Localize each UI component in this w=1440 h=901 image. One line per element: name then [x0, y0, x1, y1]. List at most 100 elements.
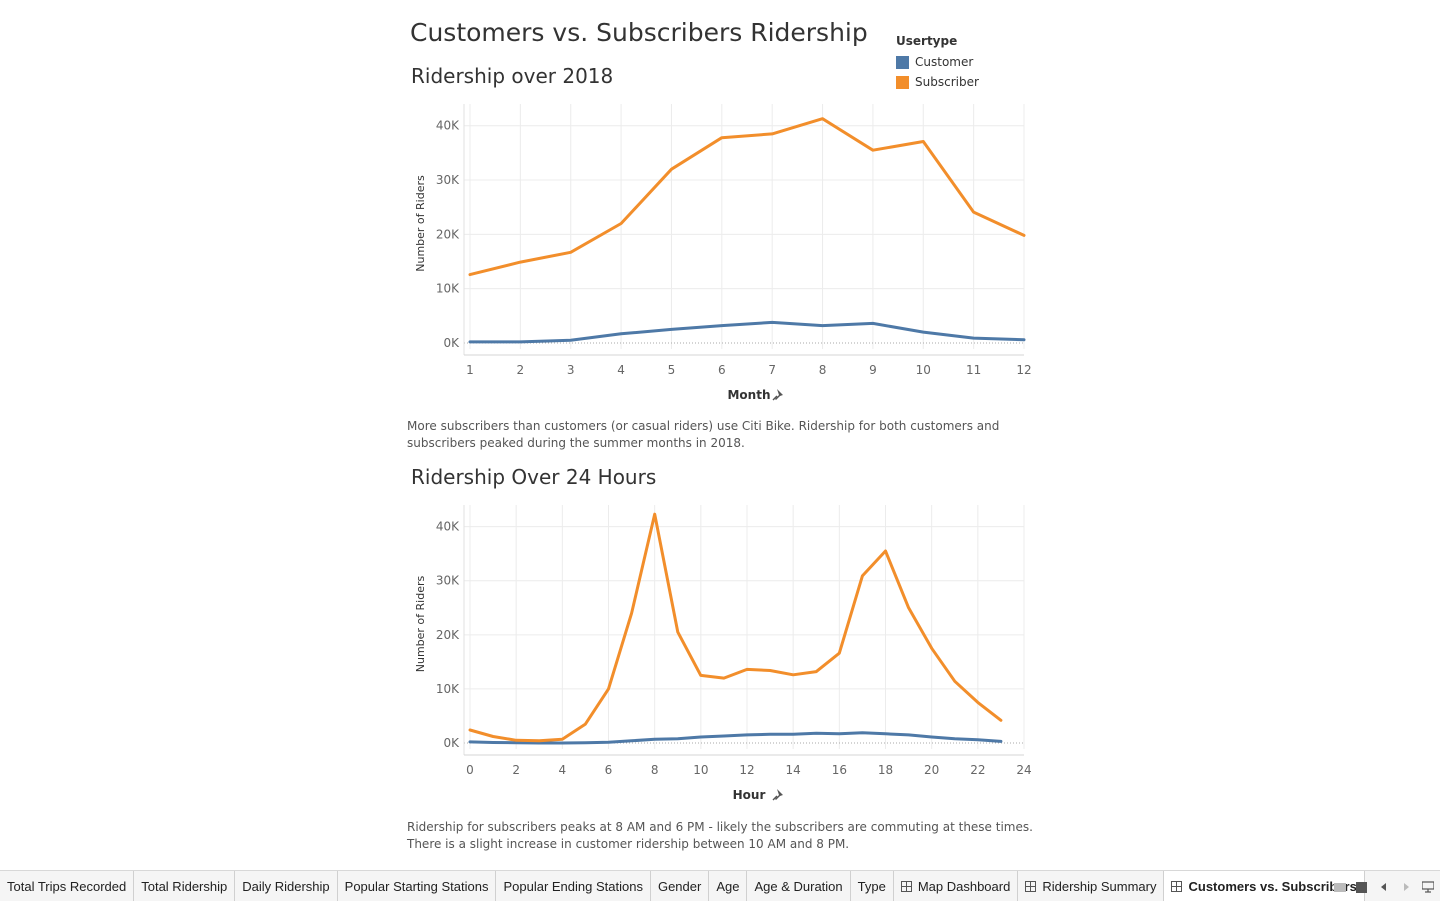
data-point-customer[interactable]: [919, 328, 927, 336]
data-point-customer[interactable]: [567, 336, 575, 344]
data-point-subscriber[interactable]: [651, 510, 659, 518]
data-point-subscriber[interactable]: [535, 737, 543, 745]
data-point-subscriber[interactable]: [489, 733, 497, 741]
data-point-subscriber[interactable]: [466, 726, 474, 734]
tab-popular-starting-stations[interactable]: Popular Starting Stations: [338, 871, 497, 901]
data-point-subscriber[interactable]: [951, 677, 959, 685]
data-point-subscriber[interactable]: [628, 609, 636, 617]
tab-customers-vs-subscribers[interactable]: Customers vs. Subscribers: [1164, 871, 1365, 901]
data-point-subscriber[interactable]: [974, 698, 982, 706]
data-point-subscriber[interactable]: [789, 671, 797, 679]
data-point-subscriber[interactable]: [720, 674, 728, 682]
tab-type[interactable]: Type: [851, 871, 894, 901]
data-point-subscriber[interactable]: [869, 146, 877, 154]
tab-label: Ridership Summary: [1042, 878, 1157, 894]
data-point-customer[interactable]: [743, 731, 751, 739]
data-point-customer[interactable]: [720, 732, 728, 740]
series-line-customer[interactable]: [468, 320, 1026, 344]
tab-map-dashboard[interactable]: Map Dashboard: [894, 871, 1019, 901]
tab-age[interactable]: Age: [709, 871, 748, 901]
data-point-customer[interactable]: [667, 325, 675, 333]
data-point-subscriber[interactable]: [567, 248, 575, 256]
data-point-customer[interactable]: [674, 735, 682, 743]
x-tick-label: 22: [970, 763, 985, 777]
data-point-subscriber[interactable]: [617, 220, 625, 228]
data-point-customer[interactable]: [466, 338, 474, 346]
data-point-subscriber[interactable]: [743, 665, 751, 673]
data-point-subscriber[interactable]: [766, 667, 774, 675]
data-point-customer[interactable]: [617, 330, 625, 338]
data-point-customer[interactable]: [581, 739, 589, 747]
data-point-subscriber[interactable]: [1020, 231, 1028, 239]
data-point-customer[interactable]: [974, 736, 982, 744]
data-point-customer[interactable]: [819, 322, 827, 330]
data-point-customer[interactable]: [835, 730, 843, 738]
data-point-subscriber[interactable]: [667, 165, 675, 173]
data-point-customer[interactable]: [768, 318, 776, 326]
tab-total-ridership[interactable]: Total Ridership: [134, 871, 236, 901]
data-point-subscriber[interactable]: [819, 115, 827, 123]
series-line-customer[interactable]: [468, 731, 1003, 745]
data-point-subscriber[interactable]: [466, 271, 474, 279]
data-point-subscriber[interactable]: [919, 137, 927, 145]
legend-item-customer[interactable]: Customer: [896, 52, 979, 72]
data-point-customer[interactable]: [1020, 336, 1028, 344]
data-point-subscriber[interactable]: [558, 735, 566, 743]
data-point-customer[interactable]: [970, 334, 978, 342]
presentation-mode-icon[interactable]: [1421, 878, 1435, 893]
legend-item-subscriber[interactable]: Subscriber: [896, 72, 979, 92]
x-tick-label: 20: [924, 763, 939, 777]
data-point-customer[interactable]: [651, 735, 659, 743]
thumbnail-view-icon[interactable]: [1334, 878, 1346, 892]
data-point-subscriber[interactable]: [718, 134, 726, 142]
data-point-subscriber[interactable]: [858, 572, 866, 580]
series-line-subscriber[interactable]: [468, 117, 1026, 277]
data-point-customer[interactable]: [905, 731, 913, 739]
data-point-customer[interactable]: [812, 729, 820, 737]
data-point-subscriber[interactable]: [997, 716, 1005, 724]
data-point-customer[interactable]: [718, 322, 726, 330]
tab-age-duration[interactable]: Age & Duration: [747, 871, 851, 901]
data-point-customer[interactable]: [951, 735, 959, 743]
tab-ridership-summary[interactable]: Ridership Summary: [1018, 871, 1165, 901]
sheet-view-icon[interactable]: [1356, 878, 1368, 893]
data-point-customer[interactable]: [605, 738, 613, 746]
data-point-subscriber[interactable]: [674, 628, 682, 636]
data-point-customer[interactable]: [697, 733, 705, 741]
data-point-subscriber[interactable]: [697, 671, 705, 679]
data-point-customer[interactable]: [869, 319, 877, 327]
data-point-subscriber[interactable]: [835, 649, 843, 657]
data-point-subscriber[interactable]: [928, 644, 936, 652]
data-point-subscriber[interactable]: [812, 668, 820, 676]
data-point-customer[interactable]: [928, 733, 936, 741]
data-point-customer[interactable]: [466, 738, 474, 746]
data-point-subscriber[interactable]: [512, 736, 520, 744]
pin-icon[interactable]: [772, 789, 783, 801]
data-point-subscriber[interactable]: [605, 685, 613, 693]
data-point-customer[interactable]: [628, 737, 636, 745]
data-point-customer[interactable]: [789, 730, 797, 738]
tab-total-trips-recorded[interactable]: Total Trips Recorded: [0, 871, 135, 901]
data-point-subscriber[interactable]: [970, 208, 978, 216]
data-point-subscriber[interactable]: [581, 720, 589, 728]
tab-popular-ending-stations[interactable]: Popular Ending Stations: [496, 871, 651, 901]
data-point-subscriber[interactable]: [768, 130, 776, 138]
data-point-customer[interactable]: [766, 730, 774, 738]
previous-sheet-icon[interactable]: [1378, 878, 1390, 891]
tab-daily-ridership[interactable]: Daily Ridership: [235, 871, 338, 901]
data-point-customer[interactable]: [516, 338, 524, 346]
data-point-customer[interactable]: [882, 730, 890, 738]
data-point-customer[interactable]: [997, 737, 1005, 745]
data-point-subscriber[interactable]: [516, 258, 524, 266]
data-point-customer[interactable]: [858, 729, 866, 737]
pin-icon[interactable]: [772, 389, 783, 401]
data-point-subscriber[interactable]: [882, 547, 890, 555]
x-tick-label: 6: [718, 363, 726, 377]
tab-label: Type: [857, 878, 886, 894]
series-line-subscriber[interactable]: [468, 512, 1003, 743]
next-sheet-icon[interactable]: [1400, 878, 1412, 891]
data-point-subscriber[interactable]: [905, 604, 913, 612]
tab-gender[interactable]: Gender: [651, 871, 710, 901]
